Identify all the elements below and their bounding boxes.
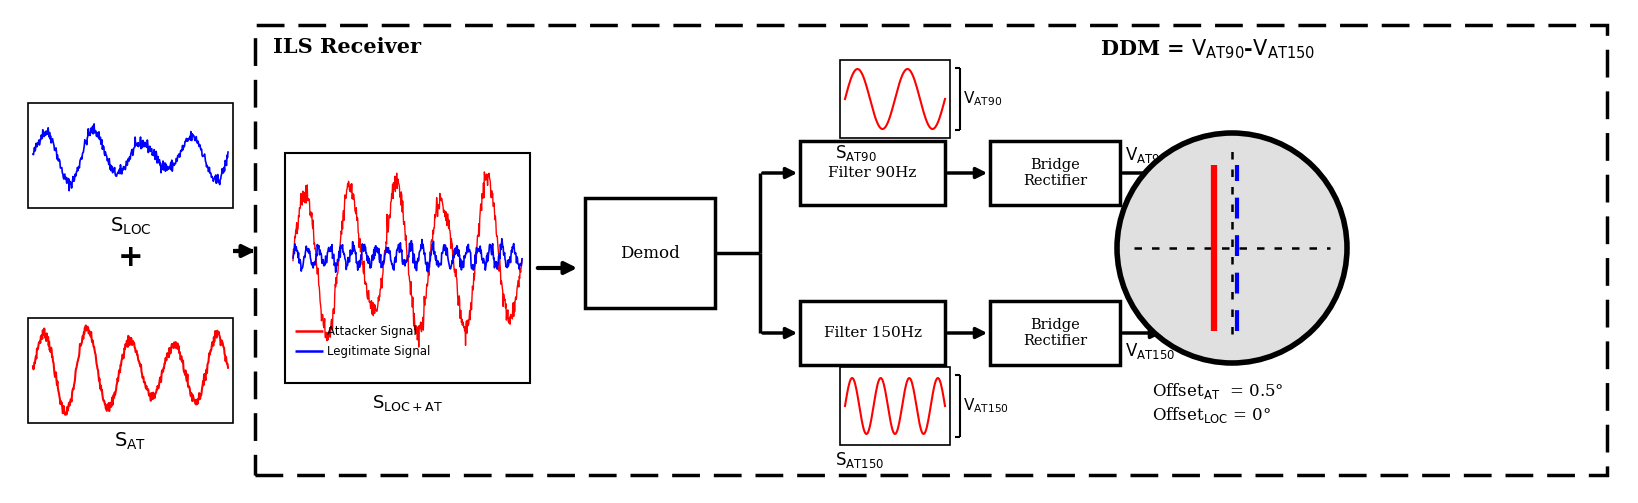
Bar <box>799 301 945 365</box>
Text: Bridge
Rectifier: Bridge Rectifier <box>1024 318 1088 348</box>
Text: $\mathrm{V_{AT150}}$: $\mathrm{V_{AT150}}$ <box>963 397 1009 415</box>
Text: $\mathrm{V_{AT150}}$: $\mathrm{V_{AT150}}$ <box>1125 341 1174 361</box>
Text: Filter 90Hz: Filter 90Hz <box>829 166 917 180</box>
Text: $\mathrm{S_{LOC}}$: $\mathrm{S_{LOC}}$ <box>110 216 151 237</box>
Bar <box>840 367 950 445</box>
Text: Offset$_{\mathrm{LOC}}$ = 0°: Offset$_{\mathrm{LOC}}$ = 0° <box>1152 405 1271 425</box>
Bar <box>256 25 1607 475</box>
Bar <box>989 301 1120 365</box>
Bar <box>28 318 233 423</box>
Text: $\mathrm{V_{AT90}}$: $\mathrm{V_{AT90}}$ <box>1125 145 1168 165</box>
Text: Filter 150Hz: Filter 150Hz <box>824 326 922 340</box>
Bar <box>28 103 233 208</box>
Text: $\mathrm{S_{AT150}}$: $\mathrm{S_{AT150}}$ <box>835 450 885 470</box>
Text: $\mathrm{V_{AT90}}$: $\mathrm{V_{AT90}}$ <box>963 90 1002 108</box>
Text: $\mathrm{S_{AT90}}$: $\mathrm{S_{AT90}}$ <box>835 143 876 163</box>
Text: +: + <box>118 243 143 273</box>
Bar <box>989 141 1120 205</box>
Bar <box>799 141 945 205</box>
Text: Demod: Demod <box>621 244 680 262</box>
Bar <box>585 198 716 308</box>
Text: Offset$_{\mathrm{AT}}$  = 0.5°: Offset$_{\mathrm{AT}}$ = 0.5° <box>1152 381 1284 401</box>
Circle shape <box>1117 133 1346 363</box>
Text: Legitimate Signal: Legitimate Signal <box>328 345 431 358</box>
Text: Attacker Signal: Attacker Signal <box>328 324 416 338</box>
Text: DDM = $\mathrm{V_{AT90}}$-$\mathrm{V_{AT150}}$: DDM = $\mathrm{V_{AT90}}$-$\mathrm{V_{AT… <box>1101 37 1315 60</box>
Text: $\mathrm{S_{AT}}$: $\mathrm{S_{AT}}$ <box>115 431 147 452</box>
Text: ILS Receiver: ILS Receiver <box>274 37 421 57</box>
Text: Bridge
Rectifier: Bridge Rectifier <box>1024 158 1088 188</box>
Text: $\mathrm{S_{LOC+AT}}$: $\mathrm{S_{LOC+AT}}$ <box>372 393 444 413</box>
Bar <box>840 60 950 138</box>
Bar <box>285 153 531 383</box>
